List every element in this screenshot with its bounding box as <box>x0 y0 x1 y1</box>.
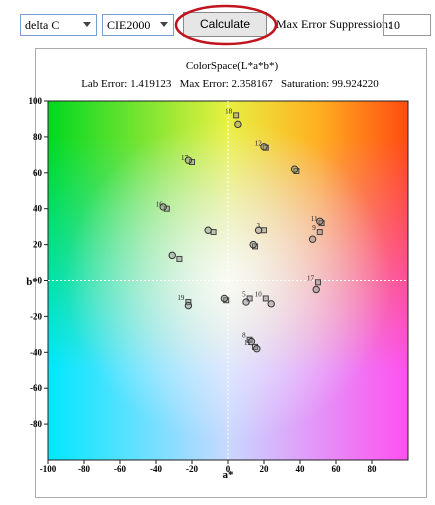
y-tick-label: -20 <box>30 311 42 321</box>
y-tick-label: -40 <box>30 347 42 357</box>
measured-point <box>308 235 317 243</box>
measured-point <box>168 251 176 260</box>
reference-point <box>293 168 300 175</box>
measured-point <box>184 156 193 164</box>
measured-point <box>234 120 242 129</box>
y-tick-label: 20 <box>33 240 43 250</box>
y-tick-label: 80 <box>33 132 43 142</box>
reference-point <box>246 336 253 343</box>
point-label: 5 <box>242 290 246 298</box>
y-tick-label: 60 <box>33 168 43 178</box>
x-tick-label: -60 <box>114 464 126 474</box>
reference-point <box>252 243 258 250</box>
point-label: 12 <box>255 140 263 148</box>
measured-point <box>260 143 268 151</box>
reference-point <box>316 229 323 236</box>
measured-point <box>267 300 275 308</box>
point-label: 8 <box>242 332 246 340</box>
measured-point <box>253 345 261 353</box>
y-axis-label: b* <box>26 276 38 288</box>
point-label: 18 <box>225 107 233 115</box>
x-tick-label: 40 <box>296 464 306 474</box>
measured-point <box>312 285 320 294</box>
measured-point <box>204 226 212 234</box>
formula-select[interactable]: CIE2000 <box>102 14 174 36</box>
suppression-label: Max Error Suppression: <box>276 17 392 31</box>
reference-point <box>315 279 321 286</box>
x-tick-label: 60 <box>332 464 342 474</box>
chart-subtitle: Lab Error: 1.419123 Max Error: 2.358167 … <box>81 78 379 90</box>
measured-point <box>316 217 324 225</box>
x-tick-label: -40 <box>150 464 162 474</box>
measured-point <box>159 203 167 211</box>
reference-point <box>252 343 258 350</box>
reference-point <box>318 220 325 227</box>
measured-point <box>254 226 263 234</box>
y-tick-label: 100 <box>29 96 43 106</box>
y-tick-label: 0 <box>38 276 43 286</box>
measured-point <box>247 337 256 346</box>
point-label: 17 <box>181 154 189 162</box>
point-label: 9 <box>312 224 316 232</box>
point-label: 19 <box>177 294 185 302</box>
reference-point <box>262 295 269 302</box>
reference-point <box>176 255 183 262</box>
point-label: 17 <box>307 274 315 282</box>
x-tick-label: 20 <box>260 464 270 474</box>
reference-point <box>262 144 269 151</box>
reference-point <box>233 112 240 119</box>
measured-point <box>249 240 257 249</box>
x-tick-label: 80 <box>368 464 378 474</box>
y-tick-label: -60 <box>30 383 42 393</box>
x-tick-label: 0 <box>226 464 231 474</box>
x-tick-label: -80 <box>78 464 90 474</box>
measured-point <box>220 294 229 303</box>
point-label: 16 <box>156 201 164 209</box>
reference-point <box>246 295 253 302</box>
point-label: 3 <box>257 222 261 230</box>
suppression-input[interactable]: 10 <box>383 14 431 36</box>
metric-select[interactable]: delta C <box>20 14 97 36</box>
measured-point <box>290 165 299 173</box>
measured-point <box>184 301 193 310</box>
x-tick-label: -100 <box>40 464 57 474</box>
x-axis-label: a* <box>223 469 235 481</box>
point-label: 12 <box>244 339 252 347</box>
reference-point <box>223 297 230 304</box>
point-label: 11 <box>311 215 318 223</box>
chart-panel <box>35 48 427 498</box>
measured-point <box>242 298 250 306</box>
x-tick-label: -20 <box>186 464 198 474</box>
y-tick-label: -80 <box>30 419 42 429</box>
chart-title: ColorSpace(L*a*b*) <box>186 60 279 72</box>
y-tick-label: 40 <box>33 204 43 214</box>
point-label: 10 <box>255 290 263 298</box>
